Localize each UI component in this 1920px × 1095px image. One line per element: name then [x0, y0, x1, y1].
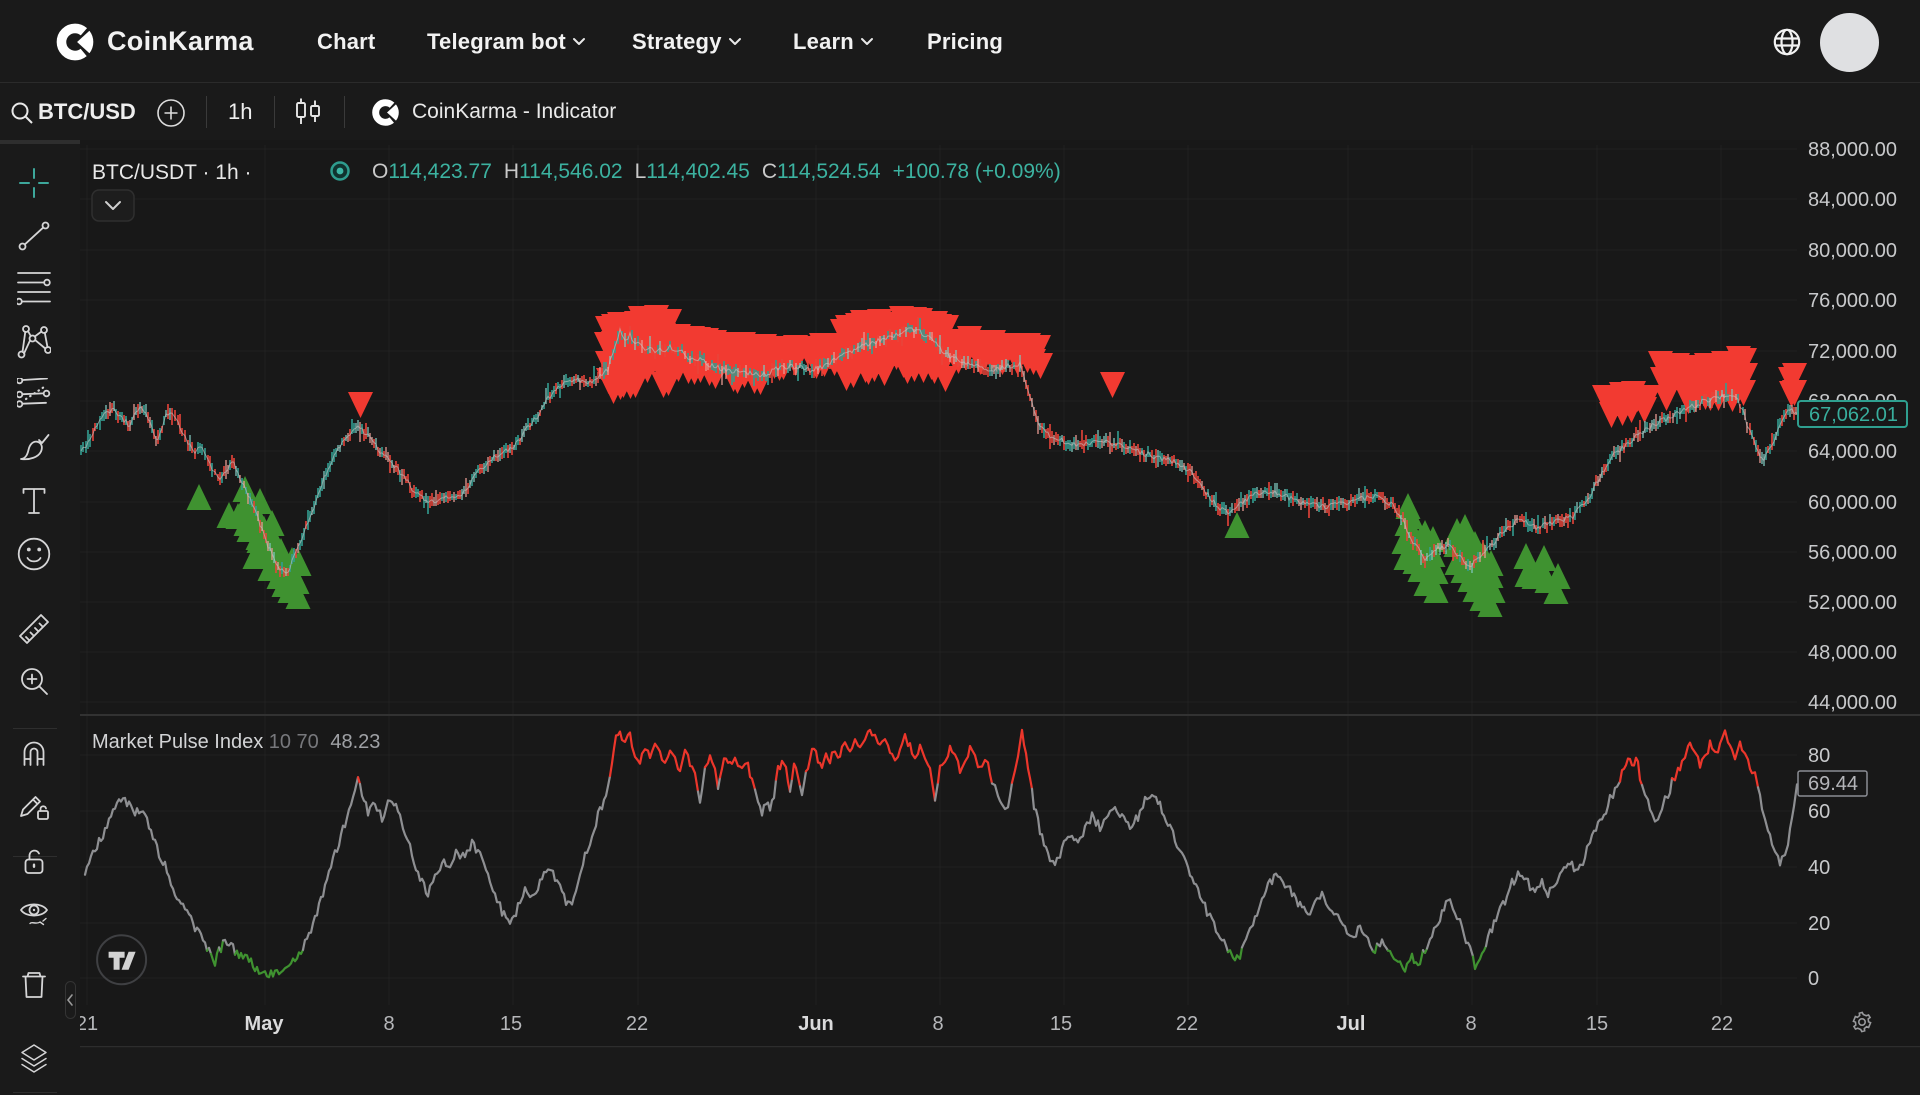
svg-text:20: 20 [1808, 913, 1830, 935]
svg-text:22: 22 [626, 1013, 648, 1035]
svg-text:48,000.00: 48,000.00 [1808, 642, 1897, 664]
svg-text:40: 40 [1808, 857, 1830, 879]
svg-text:84,000.00: 84,000.00 [1808, 189, 1897, 211]
svg-text:60,000.00: 60,000.00 [1808, 492, 1897, 514]
svg-text:15: 15 [1586, 1013, 1608, 1035]
svg-text:22: 22 [1176, 1013, 1198, 1035]
svg-text:60: 60 [1808, 801, 1830, 823]
svg-text:69.44: 69.44 [1808, 773, 1858, 795]
svg-text:80: 80 [1808, 745, 1830, 767]
svg-text:56,000.00: 56,000.00 [1808, 542, 1897, 564]
svg-text:76,000.00: 76,000.00 [1808, 290, 1897, 312]
svg-text:BTC/USDT · 1h ·: BTC/USDT · 1h · [92, 161, 251, 184]
svg-text:0: 0 [1808, 968, 1819, 990]
svg-text:May: May [245, 1013, 285, 1035]
svg-text:67,062.01: 67,062.01 [1809, 404, 1898, 426]
svg-text:64,000.00: 64,000.00 [1808, 441, 1897, 463]
svg-text:15: 15 [1050, 1013, 1072, 1035]
svg-text:15: 15 [500, 1013, 522, 1035]
svg-text:88,000.00: 88,000.00 [1808, 140, 1897, 161]
svg-text:8: 8 [383, 1013, 394, 1035]
svg-text:8: 8 [1465, 1013, 1476, 1035]
svg-text:8: 8 [932, 1013, 943, 1035]
svg-text:21: 21 [80, 1013, 98, 1035]
svg-text:44,000.00: 44,000.00 [1808, 692, 1897, 714]
svg-text:80,000.00: 80,000.00 [1808, 240, 1897, 262]
svg-text:52,000.00: 52,000.00 [1808, 592, 1897, 614]
svg-text:Jun: Jun [798, 1013, 834, 1035]
svg-text:72,000.00: 72,000.00 [1808, 341, 1897, 363]
svg-text:Jul: Jul [1337, 1013, 1366, 1035]
svg-text:Market Pulse Index 10 70 48.23: Market Pulse Index 10 70 48.23 [92, 731, 380, 753]
svg-text:22: 22 [1711, 1013, 1733, 1035]
